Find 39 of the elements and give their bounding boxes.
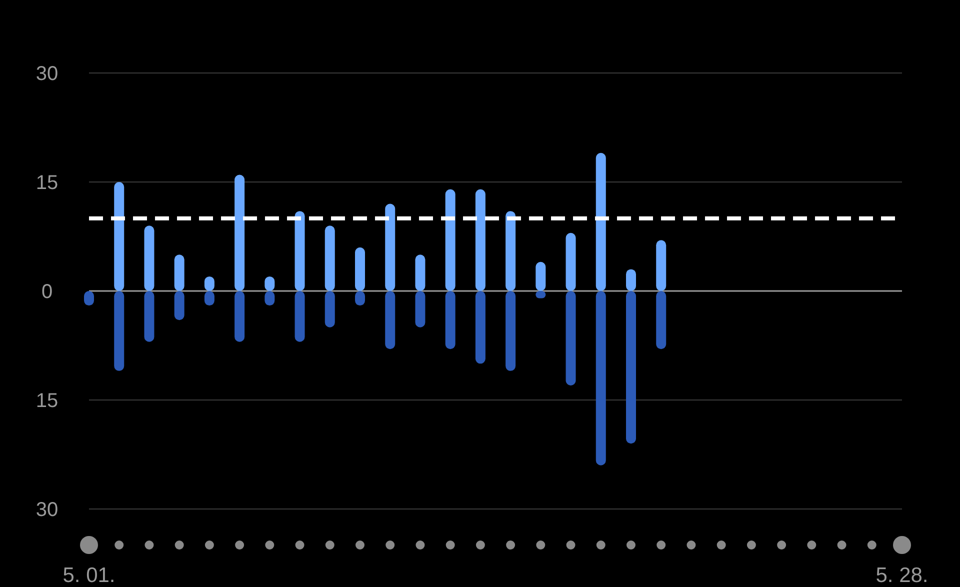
bar	[174, 254, 184, 291]
bar	[294, 211, 305, 291]
bar	[114, 182, 124, 291]
bar	[656, 291, 666, 350]
bar	[656, 240, 666, 291]
bar	[144, 226, 154, 291]
bar	[385, 204, 396, 291]
bar	[475, 291, 486, 364]
bar	[174, 291, 184, 320]
y-tick-label: 15	[36, 172, 58, 194]
bar	[506, 291, 516, 371]
bar	[536, 262, 546, 291]
bar	[355, 247, 365, 291]
bar	[596, 152, 606, 291]
bar	[324, 291, 335, 328]
bar	[626, 269, 636, 291]
y-tick-label: 30	[36, 499, 58, 521]
bar	[234, 174, 245, 291]
bar	[415, 291, 426, 328]
y-tick-label: 30	[36, 63, 58, 85]
bar	[566, 232, 576, 291]
bar	[415, 254, 426, 291]
bar	[234, 291, 245, 342]
bar	[324, 226, 335, 291]
y-tick-label: 15	[36, 390, 58, 412]
bar	[626, 291, 636, 444]
bar	[144, 291, 154, 342]
bar	[294, 291, 305, 342]
y-tick-label: 0	[41, 281, 53, 303]
bar	[475, 189, 486, 291]
bar	[114, 291, 124, 371]
x-tick-label: 5. 28.	[876, 564, 928, 587]
bar	[566, 291, 576, 386]
bar	[385, 291, 396, 350]
bar	[445, 189, 456, 291]
bar	[596, 291, 606, 466]
bar	[506, 211, 516, 291]
x-tick-label: 5. 01.	[62, 564, 116, 587]
bar	[445, 291, 456, 350]
